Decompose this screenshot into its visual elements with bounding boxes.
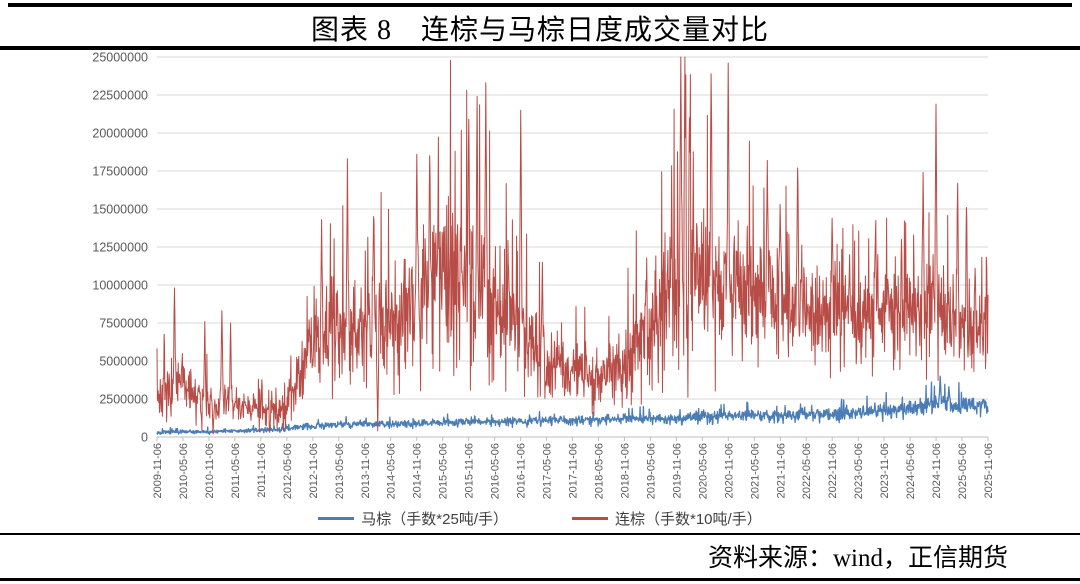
series-lianzong [156,56,989,435]
svg-text:2014-11-06: 2014-11-06 [412,443,424,498]
svg-text:2015-05-06: 2015-05-06 [438,443,450,499]
svg-text:2019-05-06: 2019-05-06 [645,443,657,499]
legend-item-lianzong: 连棕（手数*10吨/手） [572,508,762,529]
svg-text:2020-05-06: 2020-05-06 [697,443,709,499]
svg-text:15000000: 15000000 [92,203,148,217]
svg-text:2025-11-06: 2025-11-06 [983,443,995,498]
bottom-rule [0,578,1080,581]
svg-text:2014-05-06: 2014-05-06 [386,443,398,499]
svg-text:2025-05-06: 2025-05-06 [957,443,969,499]
svg-text:2022-11-06: 2022-11-06 [827,443,839,498]
svg-text:2500000: 2500000 [99,393,148,407]
svg-text:2013-11-06: 2013-11-06 [360,443,372,498]
x-axis-ticks [156,437,989,441]
svg-text:2024-05-06: 2024-05-06 [905,443,917,499]
chart-legend: 马棕（手数*25吨/手） 连棕（手数*10吨/手） [0,508,1080,529]
series-mazong [156,375,989,436]
svg-text:2020-11-06: 2020-11-06 [723,443,735,498]
svg-text:2016-05-06: 2016-05-06 [490,443,502,499]
gridlines [157,56,988,438]
source-note: 资料来源：wind，正信期货 [707,545,1008,572]
y-axis-labels: 0 2500000 5000000 7500000 10000000 12500000 15… [92,51,148,445]
x-axis-labels: 2009-11-06 2010-05-06 2010-11-06 2011-05-06… [152,443,995,499]
svg-text:20000000: 20000000 [92,127,148,141]
volume-chart: 0 2500000 5000000 7500000 10000000 12500000 15… [92,51,995,500]
legend-label-mazong: 马棕（手数*25吨/手） [361,511,508,528]
legend-label-lianzong: 连棕（手数*10吨/手） [615,511,762,528]
svg-text:25000000: 25000000 [92,51,148,65]
svg-text:0: 0 [141,431,148,445]
svg-text:2013-05-06: 2013-05-06 [334,443,346,499]
svg-text:17500000: 17500000 [92,165,148,179]
svg-text:2022-05-06: 2022-05-06 [801,443,813,499]
svg-text:2018-11-06: 2018-11-06 [619,443,631,498]
svg-text:2015-11-06: 2015-11-06 [464,443,476,498]
legend-marker-mazong [318,517,355,520]
svg-text:2023-05-06: 2023-05-06 [853,443,865,499]
svg-text:2012-05-06: 2012-05-06 [282,443,294,499]
svg-text:2021-05-06: 2021-05-06 [749,443,761,499]
svg-text:2016-11-06: 2016-11-06 [516,443,528,498]
svg-text:2017-05-06: 2017-05-06 [542,443,554,499]
svg-text:12500000: 12500000 [92,241,148,255]
legend-marker-lianzong [572,517,608,520]
figure-title: 图表 8 连棕与马棕日度成交量对比 [310,15,769,46]
svg-text:2018-05-06: 2018-05-06 [594,443,606,499]
svg-text:2009-11-06: 2009-11-06 [152,443,164,498]
svg-text:7500000: 7500000 [99,317,148,331]
title-rule [0,46,1080,50]
svg-text:2023-11-06: 2023-11-06 [879,443,891,498]
svg-text:2011-11-06: 2011-11-06 [256,443,268,498]
svg-text:2017-11-06: 2017-11-06 [568,443,580,498]
svg-text:22500000: 22500000 [92,89,148,103]
svg-text:2021-11-06: 2021-11-06 [775,443,787,498]
svg-text:2012-11-06: 2012-11-06 [308,443,320,498]
svg-text:2011-05-06: 2011-05-06 [230,443,242,498]
svg-text:5000000: 5000000 [99,355,148,369]
chart-bottom-rule [0,533,1080,535]
svg-text:2010-11-06: 2010-11-06 [204,443,216,498]
svg-text:2024-11-06: 2024-11-06 [931,443,943,498]
svg-text:2010-05-06: 2010-05-06 [178,443,190,499]
chart-area: 0 2500000 5000000 7500000 10000000 12500000 15… [0,50,1080,533]
svg-text:10000000: 10000000 [92,279,148,293]
svg-text:2019-11-06: 2019-11-06 [671,443,683,498]
legend-item-mazong: 马棕（手数*25吨/手） [318,508,508,529]
top-rule [8,3,1072,7]
